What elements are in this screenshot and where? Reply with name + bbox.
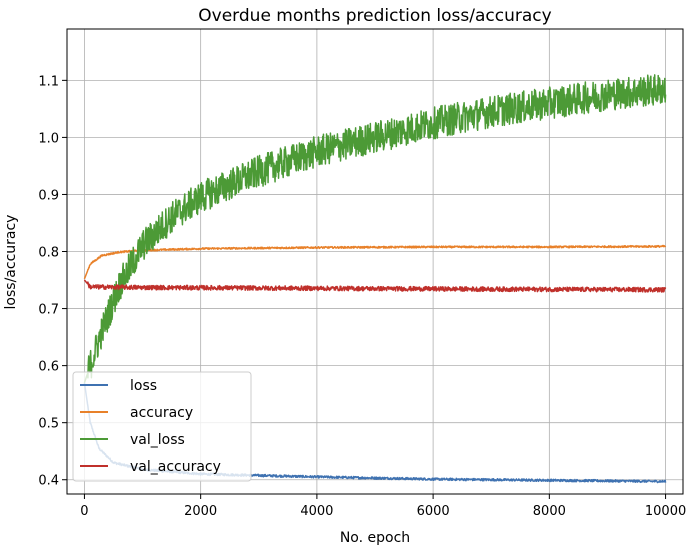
y-tick-label: 0.9 xyxy=(38,188,59,203)
legend-box xyxy=(72,371,252,482)
x-axis-label: No. epoch xyxy=(340,530,410,546)
y-tick-label: 1.1 xyxy=(38,74,59,89)
y-tick-label: 0.8 xyxy=(38,246,59,261)
x-tick-label: 10000 xyxy=(645,504,686,519)
legend-label: val_loss xyxy=(130,432,185,448)
y-tick-label: 0.4 xyxy=(38,474,59,489)
legend: loss accuracy val_loss val_accuracy xyxy=(72,371,252,482)
x-tick-label: 2000 xyxy=(184,504,217,519)
legend-label: accuracy xyxy=(130,405,193,421)
x-tick-label: 8000 xyxy=(533,504,566,519)
y-axis-label: loss/accuracy xyxy=(3,215,19,310)
legend-label: loss xyxy=(130,378,157,394)
y-tick-label: 0.7 xyxy=(38,303,59,318)
legend-label: val_accuracy xyxy=(130,459,221,475)
y-tick-label: 1.0 xyxy=(38,131,59,146)
series-layer xyxy=(83,74,667,484)
series-line-accuracy xyxy=(83,244,667,280)
tick-layer: 0 2000 4000 6000 8000 10000 0.4 0.5 0.6 0.7 0.8 0.9… xyxy=(38,74,686,519)
x-tick-label: 4000 xyxy=(300,504,333,519)
x-tick-label: 0 xyxy=(80,504,88,519)
x-tick-label: 6000 xyxy=(417,504,450,519)
series-line-val-accuracy xyxy=(83,279,667,293)
y-tick-label: 0.6 xyxy=(38,360,59,375)
series-line-val-loss xyxy=(83,74,667,383)
y-tick-label: 0.5 xyxy=(38,417,59,432)
chart-title: Overdue months prediction loss/accuracy xyxy=(198,6,551,26)
plot-frame xyxy=(66,28,684,495)
